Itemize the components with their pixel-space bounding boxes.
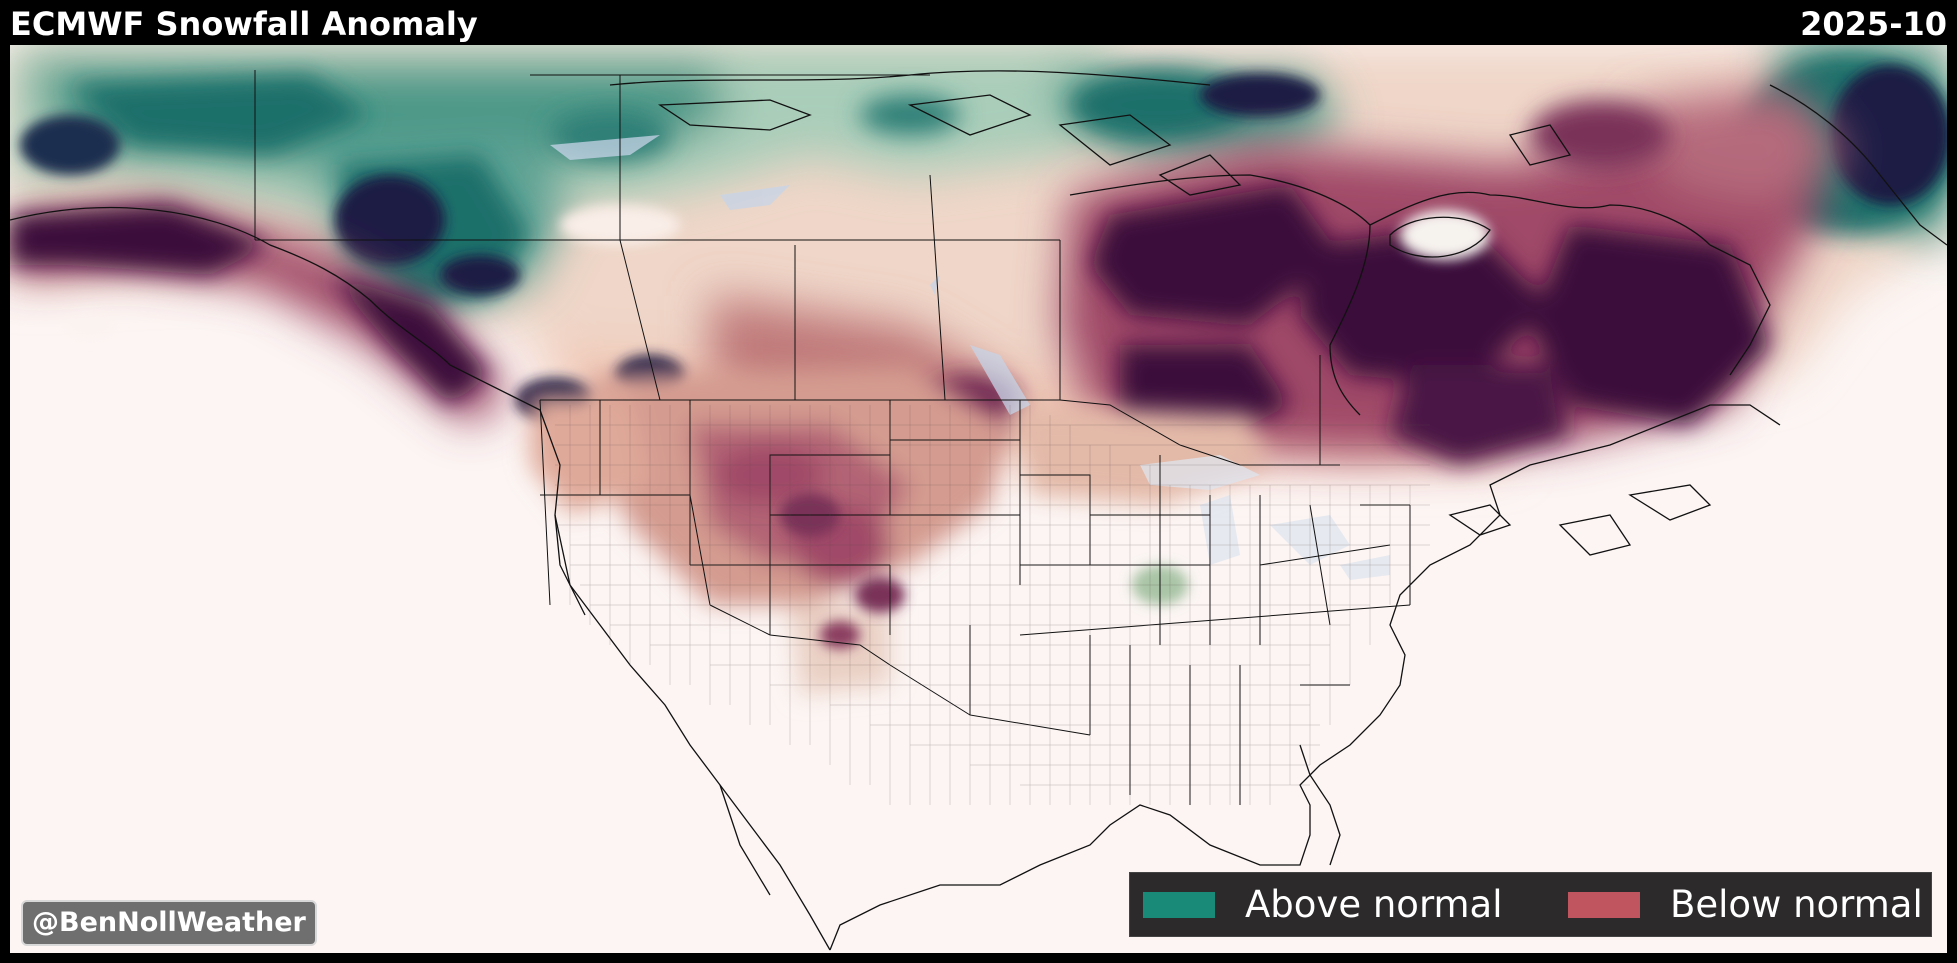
below-normal-label: Below normal [1670,883,1923,926]
legend-item-above-normal: Above normal [1143,873,1503,936]
anomaly-field [10,45,1947,695]
below-normal-swatch [1568,891,1640,918]
legend-item-below-normal: Below normal [1568,873,1923,936]
forecast-month: 2025-10 [1800,5,1947,43]
map-canvas [10,45,1947,953]
above-normal-label: Above normal [1245,883,1503,926]
above-normal-swatch [1143,891,1215,918]
legend: Above normal Below normal [1129,872,1932,937]
author-credit-badge: @BenNollWeather [21,900,317,946]
anomaly-map [10,45,1947,953]
map-title: ECMWF Snowfall Anomaly [10,5,478,43]
county-lines [555,405,1430,805]
